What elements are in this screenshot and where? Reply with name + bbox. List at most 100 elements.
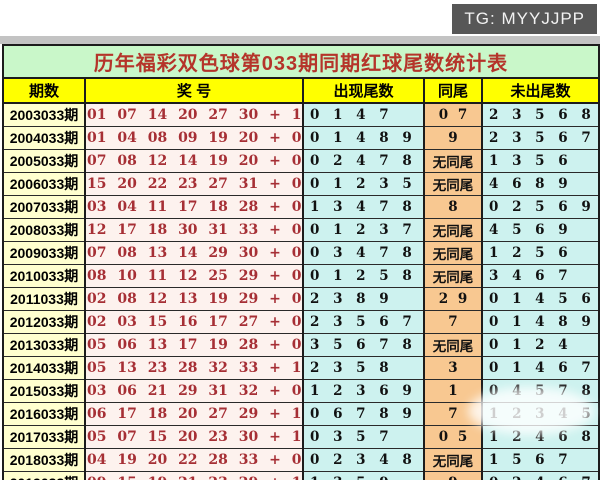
table-row: 2016033期 06 17 18 20 27 29 + 15 0 6 7 8 …	[2, 402, 600, 426]
table-row: 2018033期 04 19 20 22 28 33 + 06 0 2 3 4 …	[2, 448, 600, 472]
table-row: 2017033期 05 07 15 20 23 30 + 15 0 3 5 7 …	[2, 425, 600, 449]
tail-stats-table: 历年福彩双色球第033期同期红球尾数统计表 期数 奖 号 出现尾数 同尾 未出尾…	[1, 44, 600, 480]
tails-cell: 2 3 5 8	[302, 356, 425, 380]
header-same: 同尾	[423, 77, 483, 104]
missing-tails-cell: 1 3 5 6	[480, 149, 600, 173]
missing-tails-cell: 1 2 4 6 8 9	[480, 425, 600, 449]
same-tail-cell: 2 9	[423, 287, 483, 311]
missing-tails-cell: 0 1 2 4	[480, 333, 600, 357]
period-cell: 2017033期	[2, 425, 86, 449]
period-cell: 2006033期	[2, 172, 86, 196]
table-row: 2014033期 05 13 23 28 32 33 + 12 2 3 5 8 …	[2, 356, 600, 380]
table-row: 2005033期 07 08 12 14 19 20 + 07 0 2 4 7 …	[2, 149, 600, 173]
table-row: 2010033期 08 10 11 12 25 29 + 09 0 1 2 5 …	[2, 264, 600, 288]
period-cell: 2014033期	[2, 356, 86, 380]
table-row: 2011033期 02 08 12 13 19 29 + 04 2 3 8 9 …	[2, 287, 600, 311]
same-tail-cell: 8	[423, 195, 483, 219]
numbers-cell: 05 06 13 17 19 28 + 01	[84, 333, 304, 357]
tails-cell: 1 2 3 6 9	[302, 379, 425, 403]
table-body: 2003033期 01 07 14 20 27 30 + 10 0 1 4 7 …	[2, 102, 600, 480]
period-cell: 2009033期	[2, 241, 86, 265]
numbers-cell: 07 08 12 14 19 20 + 07	[84, 149, 304, 173]
missing-tails-cell: 1 2 3 4 5	[480, 402, 600, 426]
same-tail-cell: 无同尾	[423, 333, 483, 357]
numbers-cell: 02 08 12 13 19 29 + 04	[84, 287, 304, 311]
same-tail-cell: 无同尾	[423, 149, 483, 173]
header-numbers: 奖 号	[84, 77, 304, 104]
same-tail-cell: 3	[423, 356, 483, 380]
same-tail-cell: 无同尾	[423, 218, 483, 242]
table-row: 2019033期 09 15 19 21 23 29 + 15 1 3 5 9 …	[2, 471, 600, 480]
missing-tails-cell: 0 1 4 5 6 7	[480, 287, 600, 311]
title-row: 历年福彩双色球第033期同期红球尾数统计表	[1, 44, 600, 79]
tails-cell: 0 3 4 7 8 9	[302, 241, 425, 265]
same-tail-cell: 7	[423, 310, 483, 334]
tails-cell: 0 3 5 7	[302, 425, 425, 449]
missing-tails-cell: 0 4 5 7 8	[480, 379, 600, 403]
same-tail-cell: 9	[423, 126, 483, 150]
period-cell: 2019033期	[2, 471, 86, 480]
tails-cell: 0 2 3 4 8 9	[302, 448, 425, 472]
numbers-cell: 08 10 11 12 25 29 + 09	[84, 264, 304, 288]
same-tail-cell: 无同尾	[423, 264, 483, 288]
table-row: 2006033期 15 20 22 23 27 31 + 06 0 1 2 3 …	[2, 172, 600, 196]
period-cell: 2007033期	[2, 195, 86, 219]
same-tail-cell: 无同尾	[423, 241, 483, 265]
same-tail-cell: 9	[423, 471, 483, 480]
table-row: 2013033期 05 06 13 17 19 28 + 01 3 5 6 7 …	[2, 333, 600, 357]
period-cell: 2005033期	[2, 149, 86, 173]
period-cell: 2003033期	[2, 102, 86, 127]
same-tail-cell: 0 5	[423, 425, 483, 449]
period-cell: 2010033期	[2, 264, 86, 288]
tails-cell: 0 1 4 7	[302, 102, 425, 127]
same-tail-cell: 1	[423, 379, 483, 403]
missing-tails-cell: 0 2 5 6 9	[480, 195, 600, 219]
same-tail-cell: 7	[423, 402, 483, 426]
table-row: 2004033期 01 04 08 09 19 20 + 01 0 1 4 8 …	[2, 126, 600, 150]
missing-tails-cell: 3 4 6 7	[480, 264, 600, 288]
missing-tails-cell: 2 3 5 6 7	[480, 126, 600, 150]
table-row: 2012033期 02 03 15 16 17 27 + 04 2 3 5 6 …	[2, 310, 600, 334]
same-tail-cell: 0 7	[423, 102, 483, 127]
tails-cell: 0 2 4 7 8 9	[302, 149, 425, 173]
period-cell: 2016033期	[2, 402, 86, 426]
same-tail-cell: 无同尾	[423, 448, 483, 472]
numbers-cell: 07 08 13 14 29 30 + 06	[84, 241, 304, 265]
tails-cell: 0 6 7 8 9	[302, 402, 425, 426]
tails-cell: 0 1 4 8 9	[302, 126, 425, 150]
tails-cell: 2 3 5 6 7	[302, 310, 425, 334]
missing-tails-cell: 0 2 4 6 7 8	[480, 471, 600, 480]
header-row: 期数 奖 号 出现尾数 同尾 未出尾数	[2, 77, 600, 104]
numbers-cell: 01 04 08 09 19 20 + 01	[84, 126, 304, 150]
period-cell: 2015033期	[2, 379, 86, 403]
table-title: 历年福彩双色球第033期同期红球尾数统计表	[1, 44, 600, 79]
tails-cell: 2 3 8 9	[302, 287, 425, 311]
numbers-cell: 02 03 15 16 17 27 + 04	[84, 310, 304, 334]
numbers-cell: 03 06 21 29 31 32 + 05	[84, 379, 304, 403]
numbers-cell: 05 13 23 28 32 33 + 12	[84, 356, 304, 380]
missing-tails-cell: 1 2 5 6	[480, 241, 600, 265]
numbers-cell: 04 19 20 22 28 33 + 06	[84, 448, 304, 472]
period-cell: 2004033期	[2, 126, 86, 150]
numbers-cell: 12 17 18 30 31 33 + 04	[84, 218, 304, 242]
table-top-border	[0, 36, 600, 44]
missing-tails-cell: 0 1 4 6 7 9	[480, 356, 600, 380]
missing-tails-cell: 4 5 6 9	[480, 218, 600, 242]
tg-badge: TG: MYYJJPP	[452, 4, 597, 34]
header-tails: 出现尾数	[302, 77, 425, 104]
table-row: 2009033期 07 08 13 14 29 30 + 06 0 3 4 7 …	[2, 241, 600, 265]
period-cell: 2012033期	[2, 310, 86, 334]
numbers-cell: 01 07 14 20 27 30 + 10	[84, 102, 304, 127]
same-tail-cell: 无同尾	[423, 172, 483, 196]
period-cell: 2011033期	[2, 287, 86, 311]
numbers-cell: 06 17 18 20 27 29 + 15	[84, 402, 304, 426]
header-missing: 未出尾数	[480, 77, 600, 104]
numbers-cell: 05 07 15 20 23 30 + 15	[84, 425, 304, 449]
tails-cell: 0 1 2 5 8 9	[302, 264, 425, 288]
tails-cell: 0 1 2 3 5 7	[302, 172, 425, 196]
numbers-cell: 03 04 11 17 18 28 + 09	[84, 195, 304, 219]
period-cell: 2018033期	[2, 448, 86, 472]
missing-tails-cell: 4 6 8 9	[480, 172, 600, 196]
tails-cell: 0 1 2 3 7 8	[302, 218, 425, 242]
